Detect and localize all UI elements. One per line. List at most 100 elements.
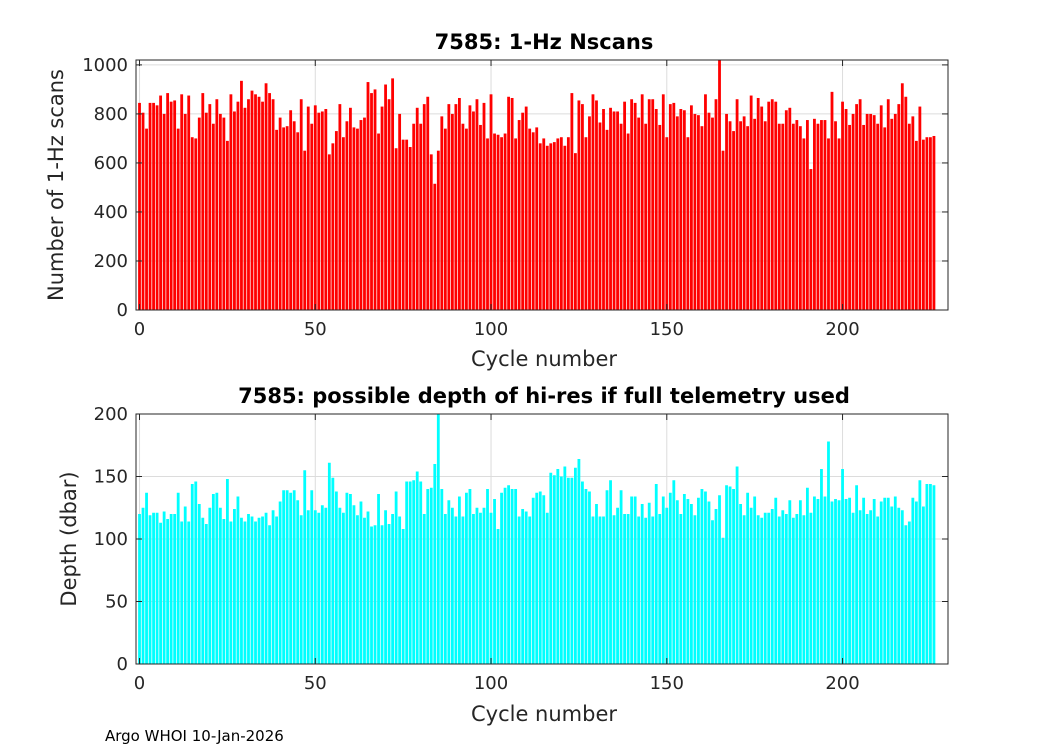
chart1-bar bbox=[858, 99, 862, 310]
chart1-bar bbox=[345, 121, 349, 311]
chart2-bar bbox=[907, 521, 911, 664]
chart2-bar bbox=[654, 484, 658, 664]
chart1-bar bbox=[394, 148, 398, 310]
chart2-bar bbox=[500, 492, 503, 664]
chart1-bar bbox=[827, 138, 830, 310]
chart2-ytick-label: 100 bbox=[94, 529, 128, 550]
chart2-bar bbox=[788, 500, 792, 664]
chart2-bar bbox=[844, 499, 848, 664]
chart2-bar bbox=[704, 491, 707, 664]
chart1-xtick-label: 100 bbox=[474, 319, 508, 340]
chart1-bar bbox=[798, 126, 802, 311]
chart2-bar bbox=[798, 500, 802, 664]
chart1-bar bbox=[282, 127, 286, 311]
chart2-bar bbox=[556, 469, 560, 664]
chart2-bar bbox=[264, 512, 268, 664]
chart2-bar bbox=[457, 496, 461, 664]
chart2-bar bbox=[208, 507, 212, 664]
chart2-bar bbox=[602, 516, 605, 664]
chart2-bar bbox=[584, 489, 588, 664]
chart2-bar bbox=[408, 481, 412, 664]
chart1-bar bbox=[363, 117, 366, 310]
chart1-bar bbox=[261, 101, 264, 310]
chart2-bar bbox=[890, 506, 894, 664]
chart1-xlabel: Cycle number bbox=[471, 347, 617, 371]
chart1-bar bbox=[204, 112, 208, 310]
chart1-bar bbox=[559, 137, 563, 310]
chart2-bar bbox=[211, 494, 215, 664]
footer-credit: Argo WHOI 10-Jan-2026 bbox=[105, 727, 284, 745]
chart1-xtick-label: 50 bbox=[304, 319, 327, 340]
chart2-bar bbox=[345, 492, 349, 664]
chart2-bar bbox=[524, 511, 528, 664]
chart2-bar bbox=[756, 515, 760, 664]
chart1-bar bbox=[566, 137, 570, 310]
chart1-bar bbox=[897, 104, 901, 311]
chart2-bar bbox=[823, 496, 827, 664]
chart1-bar bbox=[334, 131, 338, 310]
chart1-bar bbox=[693, 113, 697, 310]
chart1-bar bbox=[306, 106, 310, 310]
chart1-bar bbox=[271, 99, 275, 310]
chart2-plot: 0 50 100 150 200 0 50 100 150 200 bbox=[94, 404, 949, 694]
chart1-bar bbox=[254, 94, 257, 310]
chart1-bar bbox=[419, 123, 423, 310]
chart2-bar bbox=[141, 507, 145, 664]
chart2-bar bbox=[851, 512, 855, 664]
chart2-bar bbox=[820, 469, 823, 664]
chart1-bar bbox=[475, 99, 479, 310]
chart2-bar bbox=[770, 509, 774, 664]
chart1-bar bbox=[609, 107, 612, 310]
chart2-bar bbox=[668, 492, 672, 664]
chart2-bar bbox=[886, 497, 890, 664]
chart1-bar bbox=[415, 107, 419, 310]
chart2-xtick-label: 100 bbox=[474, 673, 508, 694]
chart2-bar bbox=[595, 504, 598, 664]
chart1-bar bbox=[725, 113, 728, 310]
chart1-bar bbox=[802, 138, 806, 310]
chart2-bar bbox=[700, 489, 704, 664]
chart2-bar bbox=[363, 517, 366, 664]
chart2-ylabel: Depth (dbar) bbox=[57, 471, 81, 606]
chart1-bar bbox=[349, 107, 352, 310]
chart2-bar bbox=[605, 490, 609, 664]
chart1-plot: 0 50 100 150 200 0 200 400 600 800 1000 bbox=[82, 55, 949, 340]
chart1-bar bbox=[338, 104, 342, 311]
chart1-bar bbox=[148, 102, 152, 310]
chart1-bar bbox=[257, 96, 261, 310]
chart1-bar bbox=[145, 128, 148, 310]
chart2-bar bbox=[728, 486, 732, 664]
chart2-bar bbox=[647, 502, 651, 664]
chart2-bar bbox=[429, 487, 433, 664]
chart1-bar bbox=[233, 111, 236, 310]
chart2-bar bbox=[721, 537, 725, 664]
chart1-bar bbox=[675, 116, 679, 311]
chart2-bar bbox=[742, 515, 746, 664]
chart2-bar bbox=[138, 514, 141, 664]
chart1-bar bbox=[247, 99, 250, 310]
chart2-bar bbox=[644, 517, 648, 664]
chart2-bar bbox=[359, 501, 363, 664]
chart2-bar bbox=[805, 487, 809, 664]
chart1-bar bbox=[893, 113, 897, 310]
chart1-bar bbox=[528, 128, 532, 310]
chart1-bar bbox=[820, 120, 823, 310]
chart2-xtick-label: 0 bbox=[134, 673, 145, 694]
chart2-bar bbox=[461, 516, 465, 664]
chart1-bar bbox=[359, 120, 363, 310]
chart1-bar bbox=[412, 123, 416, 310]
chart1-axes-box bbox=[135, 59, 949, 311]
chart2-bar bbox=[299, 515, 303, 664]
chart1-bar bbox=[921, 139, 925, 310]
chart2-bar bbox=[352, 505, 356, 664]
chart2-bar bbox=[166, 519, 170, 664]
chart2-bar bbox=[598, 516, 602, 664]
chart1-bar bbox=[292, 121, 296, 311]
chart2-bar bbox=[816, 499, 820, 664]
chart1-bar bbox=[556, 138, 560, 310]
chart1-bar bbox=[753, 118, 757, 310]
chart2-bar bbox=[426, 489, 430, 664]
chart2-xlabel: Cycle number bbox=[471, 702, 617, 726]
chart1-bar bbox=[661, 94, 665, 310]
